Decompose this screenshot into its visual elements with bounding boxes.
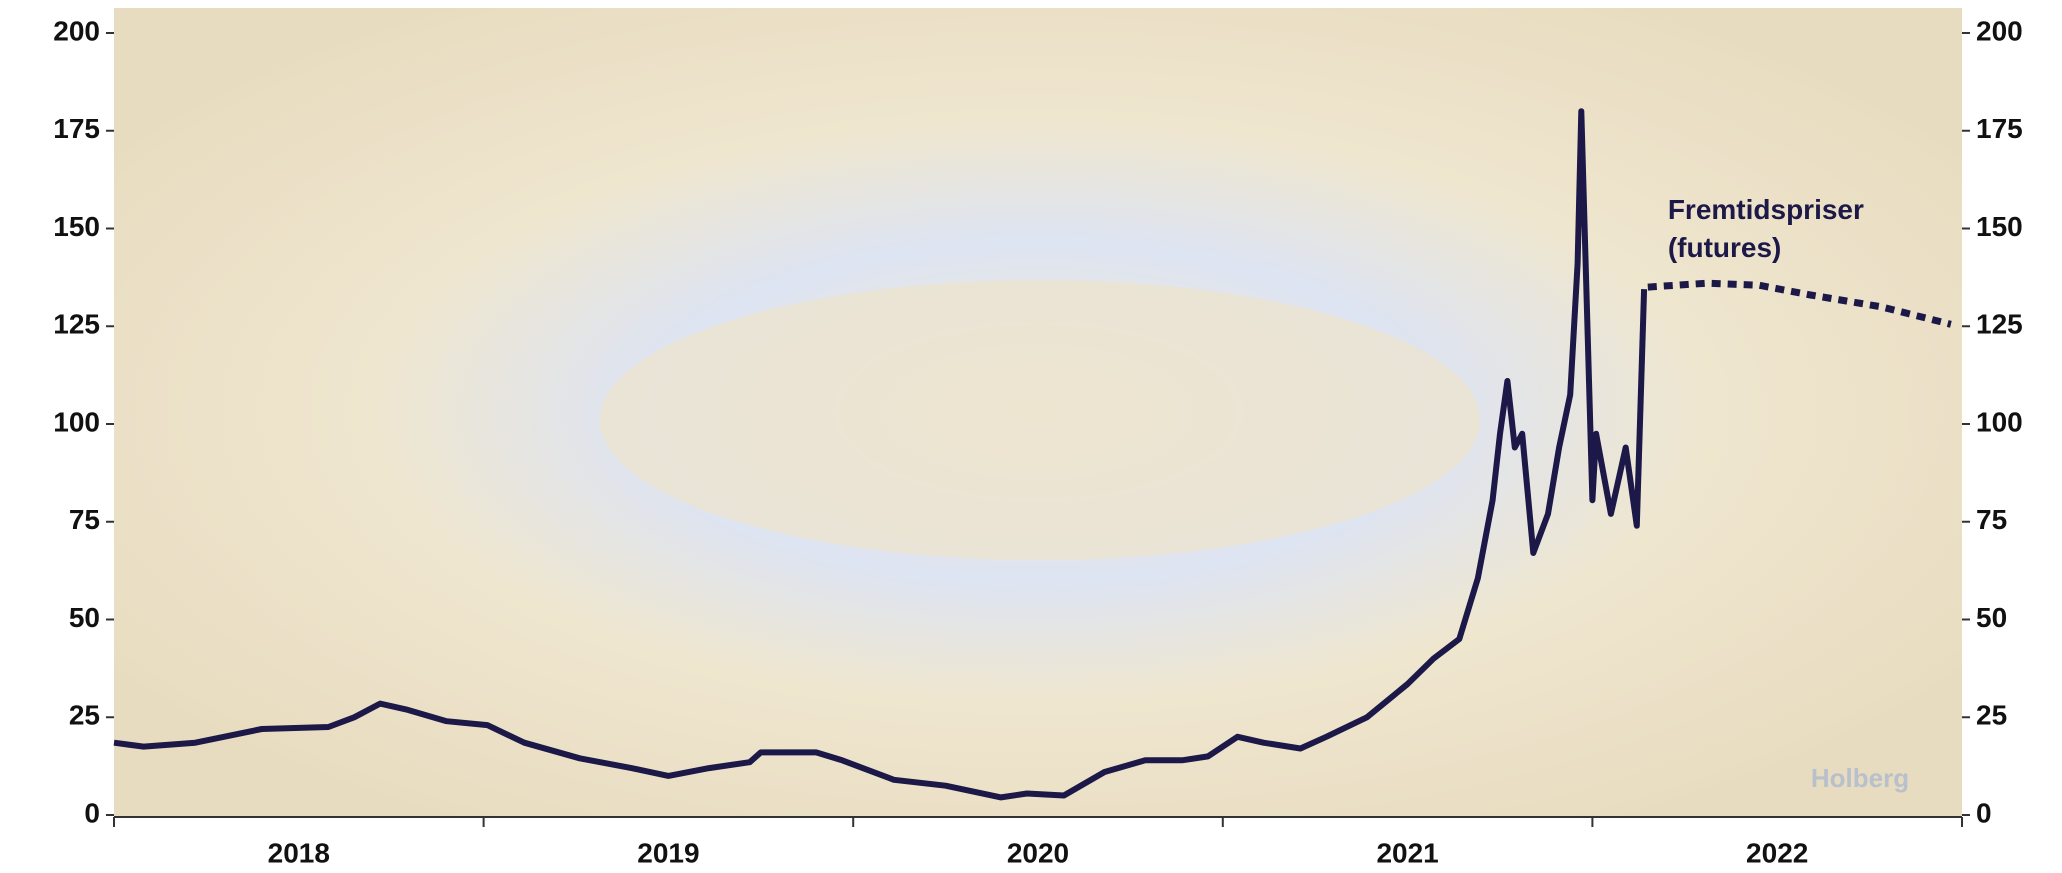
y-tick-label: 125 [53, 309, 100, 340]
y-tick-label: 100 [53, 406, 100, 437]
background-burner [600, 280, 1480, 560]
y-tick-label: 0 [84, 797, 100, 828]
x-tick-label: 2021 [1376, 837, 1438, 868]
y2-tick-label: 125 [1976, 309, 2023, 340]
y2-tick-label: 25 [1976, 700, 2007, 731]
x-tick-label: 2020 [1007, 837, 1069, 868]
y2-tick-label: 50 [1976, 602, 2007, 633]
y2-tick-label: 175 [1976, 113, 2023, 144]
watermark: Holberg [1811, 763, 1909, 793]
y2-tick-label: 100 [1976, 406, 2023, 437]
y2-tick-label: 75 [1976, 504, 2007, 535]
y-tick-label: 50 [69, 602, 100, 633]
y-tick-label: 175 [53, 113, 100, 144]
y-tick-label: 75 [69, 504, 100, 535]
y2-tick-label: 150 [1976, 211, 2023, 242]
series-line [1647, 279, 1952, 328]
series-line [113, 108, 1648, 801]
y2-tick-label: 200 [1976, 15, 2023, 46]
y-tick-label: 25 [69, 700, 100, 731]
y2-tick-label: 0 [1976, 797, 1992, 828]
annotation: Fremtidspriser (futures) [1668, 195, 1864, 264]
y-tick-label: 200 [53, 15, 100, 46]
y-tick-label: 150 [53, 211, 100, 242]
x-tick-label: 2019 [637, 837, 699, 868]
x-tick-label: 2022 [1746, 837, 1808, 868]
x-tick-label: 2018 [268, 837, 330, 868]
